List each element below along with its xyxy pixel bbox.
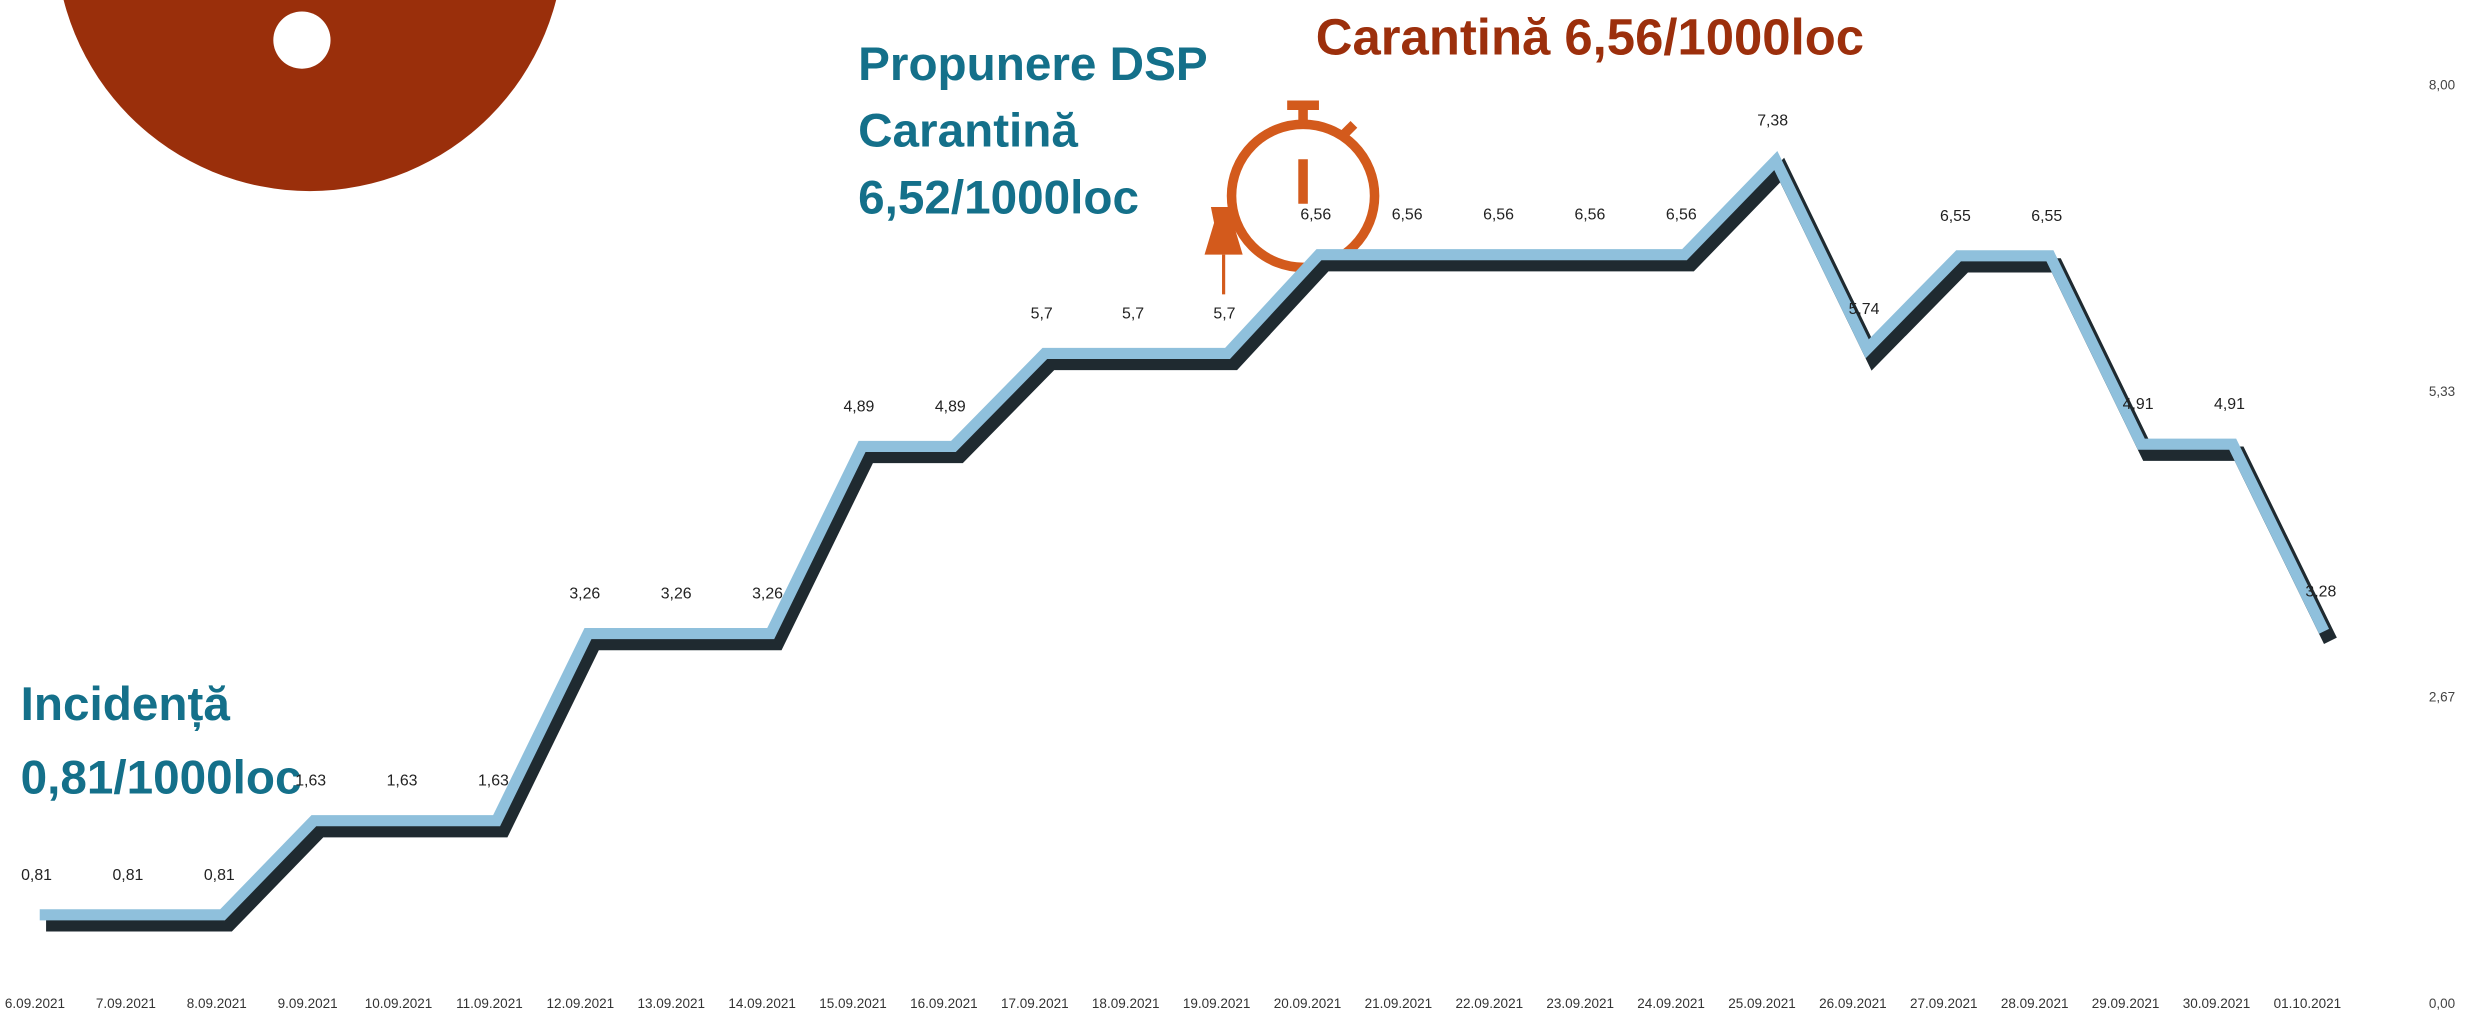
- x-tick-label: 30.09.2021: [2183, 996, 2251, 1011]
- value-label: 3,26: [752, 586, 783, 603]
- value-label: 6,55: [2031, 208, 2062, 225]
- x-tick-label: 24.09.2021: [1637, 996, 1705, 1011]
- x-tick-label: 12.09.2021: [547, 996, 615, 1011]
- value-label: 0,81: [204, 867, 235, 884]
- x-tick-label: 13.09.2021: [637, 996, 705, 1011]
- x-tick-label: 23.09.2021: [1546, 996, 1614, 1011]
- x-tick-label: 27.09.2021: [1910, 996, 1978, 1011]
- incidence-annotation: 0,81/1000loc: [21, 751, 302, 804]
- value-label: 6,56: [1483, 207, 1514, 224]
- value-label: 1,63: [387, 773, 418, 790]
- value-label: 7,38: [1757, 113, 1788, 130]
- x-tick-label: 15.09.2021: [819, 996, 887, 1011]
- x-tick-label: 16.09.2021: [910, 996, 978, 1011]
- x-tick-label: 8.09.2021: [187, 996, 247, 1011]
- logo-drop: [273, 11, 330, 68]
- value-label: 4,89: [935, 398, 966, 415]
- x-tick-label: 01.10.2021: [2274, 996, 2342, 1011]
- x-tick-label: 22.09.2021: [1456, 996, 1524, 1011]
- x-tick-label: 14.09.2021: [728, 996, 796, 1011]
- incidence-annotation: Incidență: [21, 678, 231, 731]
- x-tick-label: 21.09.2021: [1365, 996, 1433, 1011]
- x-tick-label: 7.09.2021: [96, 996, 156, 1011]
- value-label: 6,55: [1940, 208, 1971, 225]
- value-label: 3,28: [2305, 583, 2336, 600]
- x-tick-label: 17.09.2021: [1001, 996, 1069, 1011]
- value-label: 5,74: [1849, 301, 1880, 318]
- y-tick-label: 2,67: [2429, 689, 2455, 704]
- value-label: 3,26: [661, 586, 692, 603]
- chart: Carantină 6,56/1000loc Propunere DSP Car…: [0, 0, 2479, 1013]
- y-tick-label: 0,00: [2429, 996, 2455, 1011]
- x-tick-label: 19.09.2021: [1183, 996, 1251, 1011]
- x-tick-label: 25.09.2021: [1728, 996, 1796, 1011]
- value-label: 4,89: [843, 398, 874, 415]
- value-label: 5,7: [1031, 305, 1053, 322]
- x-tick-label: 29.09.2021: [2092, 996, 2160, 1011]
- proposal-annotation: 6,52/1000loc: [858, 171, 1139, 224]
- value-label: 6,56: [1666, 207, 1697, 224]
- proposal-annotation: Carantină: [858, 105, 1078, 158]
- value-label: 6,56: [1300, 207, 1331, 224]
- stopwatch-icon: [1232, 105, 1375, 267]
- y-tick-label: 5,33: [2429, 384, 2455, 399]
- value-label: 3,26: [569, 586, 600, 603]
- value-label: 5,7: [1122, 305, 1144, 322]
- value-label: 1,63: [295, 773, 326, 790]
- x-tick-label: 18.09.2021: [1092, 996, 1160, 1011]
- x-tick-label: 6.09.2021: [5, 996, 65, 1011]
- quarantine-annotation: Carantină 6,56/1000loc: [1316, 8, 1864, 65]
- value-label: 6,56: [1574, 207, 1605, 224]
- x-tick-label: 10.09.2021: [365, 996, 433, 1011]
- line: [40, 161, 2324, 915]
- value-label: 0,81: [112, 867, 143, 884]
- value-label: 6,56: [1392, 207, 1423, 224]
- x-tick-label: 28.09.2021: [2001, 996, 2069, 1011]
- value-label: 5,7: [1213, 305, 1235, 322]
- value-label: 4,91: [2214, 396, 2245, 413]
- line-shadow: [46, 170, 2330, 924]
- x-tick-label: 9.09.2021: [278, 996, 338, 1011]
- x-tick-label: 11.09.2021: [456, 996, 523, 1011]
- value-label: 4,91: [2123, 396, 2154, 413]
- proposal-annotation: Propunere DSP: [858, 38, 1208, 91]
- x-tick-label: 20.09.2021: [1274, 996, 1342, 1011]
- value-label: 0,81: [21, 867, 52, 884]
- y-tick-label: 8,00: [2429, 77, 2455, 92]
- value-label: 1,63: [478, 773, 509, 790]
- x-tick-label: 26.09.2021: [1819, 996, 1887, 1011]
